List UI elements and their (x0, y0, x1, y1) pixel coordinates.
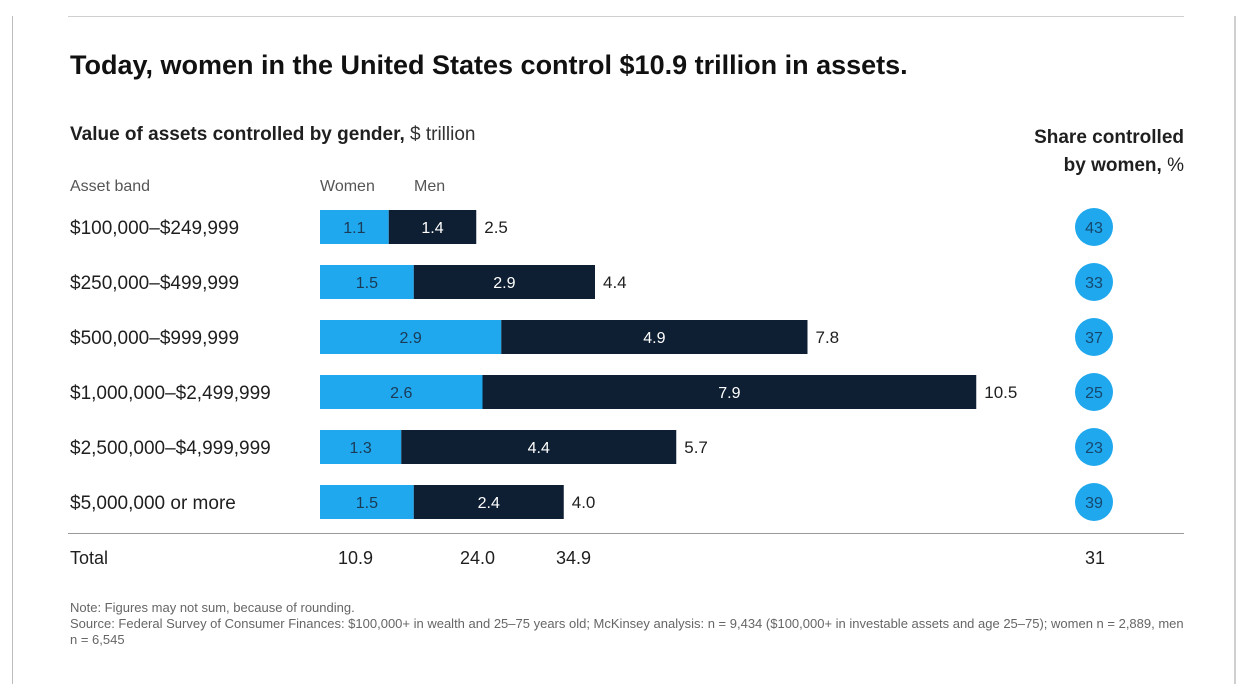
subtitle-main: Value of assets controlled by gender, (70, 124, 405, 145)
frame-top-border (68, 16, 1184, 17)
women-value-label: 2.9 (400, 330, 422, 347)
bar-women (320, 375, 483, 409)
share-bubble (1075, 208, 1113, 246)
bar-women (320, 320, 502, 354)
category-label: $250,000–$499,999 (70, 273, 239, 294)
share-bubble (1075, 483, 1113, 521)
share-value-label: 39 (1085, 495, 1103, 512)
row-total-label: 4.0 (572, 493, 596, 512)
total-women: 10.9 (338, 548, 374, 568)
total-men: 24.0 (460, 548, 496, 568)
men-value-label: 7.9 (718, 385, 740, 402)
notes: Note: Figures may not sum, because of ro… (70, 600, 1190, 648)
source-text: Source: Federal Survey of Consumer Finan… (70, 616, 1184, 647)
share-value-label: 37 (1085, 330, 1103, 347)
share-header: Share controlled by women, % (980, 124, 1184, 180)
note-text: Note: Figures may not sum, because of ro… (70, 600, 355, 615)
bar-men (482, 375, 977, 409)
row-total-label: 10.5 (984, 383, 1017, 402)
share-header-line2: by women, (1063, 155, 1162, 176)
share-bubble (1075, 373, 1113, 411)
women-value-label: 1.5 (356, 275, 378, 292)
bar-men (501, 320, 808, 354)
share-value-label: 43 (1085, 220, 1103, 237)
legend-women: Women (320, 178, 375, 195)
men-value-label: 2.9 (493, 275, 515, 292)
total-all: 34.9 (556, 548, 592, 568)
row-total-label: 7.8 (816, 328, 840, 347)
share-bubble (1075, 318, 1113, 356)
total-label: Total (70, 548, 109, 568)
men-value-label: 4.4 (528, 440, 550, 457)
frame-right-border (1234, 16, 1236, 684)
row-total-label: 4.4 (603, 273, 627, 292)
bar-men (413, 265, 595, 299)
men-value-label: 4.9 (643, 330, 665, 347)
bar-women (320, 485, 414, 519)
women-value-label: 1.1 (343, 220, 365, 237)
men-value-label: 2.4 (478, 495, 500, 512)
bar-women (320, 265, 414, 299)
frame-left-border (12, 16, 13, 684)
bar-men (388, 210, 477, 244)
women-value-label: 1.3 (350, 440, 372, 457)
chart-title: Today, women in the United States contro… (70, 50, 908, 80)
category-label: $100,000–$249,999 (70, 218, 239, 239)
share-value-label: 25 (1085, 385, 1103, 402)
men-value-label: 1.4 (421, 220, 443, 237)
bar-men (413, 485, 564, 519)
share-bubble (1075, 263, 1113, 301)
total-share: 31 (1084, 548, 1106, 568)
subtitle-unit: $ trillion (410, 124, 476, 145)
total-divider (68, 533, 1184, 534)
women-value-label: 2.6 (390, 385, 412, 402)
women-value-label: 1.5 (356, 495, 378, 512)
row-total-label: 2.5 (484, 218, 508, 237)
legend-men: Men (414, 178, 446, 195)
bar-women (320, 430, 402, 464)
share-value-label: 23 (1085, 440, 1103, 457)
bar-women (320, 210, 389, 244)
share-header-line1: Share controlled (1034, 127, 1184, 148)
asset-band-header: Asset band (70, 178, 151, 195)
share-bubble (1075, 428, 1113, 466)
category-label: $500,000–$999,999 (70, 328, 239, 349)
row-total-label: 5.7 (684, 438, 708, 457)
chart-subtitle: Value of assets controlled by gender, $ … (70, 124, 475, 146)
share-header-unit: % (1167, 155, 1184, 176)
category-label: $1,000,000–$2,499,999 (70, 383, 271, 404)
share-value-label: 33 (1085, 275, 1103, 292)
bar-men (401, 430, 677, 464)
category-label: $5,000,000 or more (70, 493, 236, 514)
category-label: $2,500,000–$4,999,999 (70, 438, 271, 459)
